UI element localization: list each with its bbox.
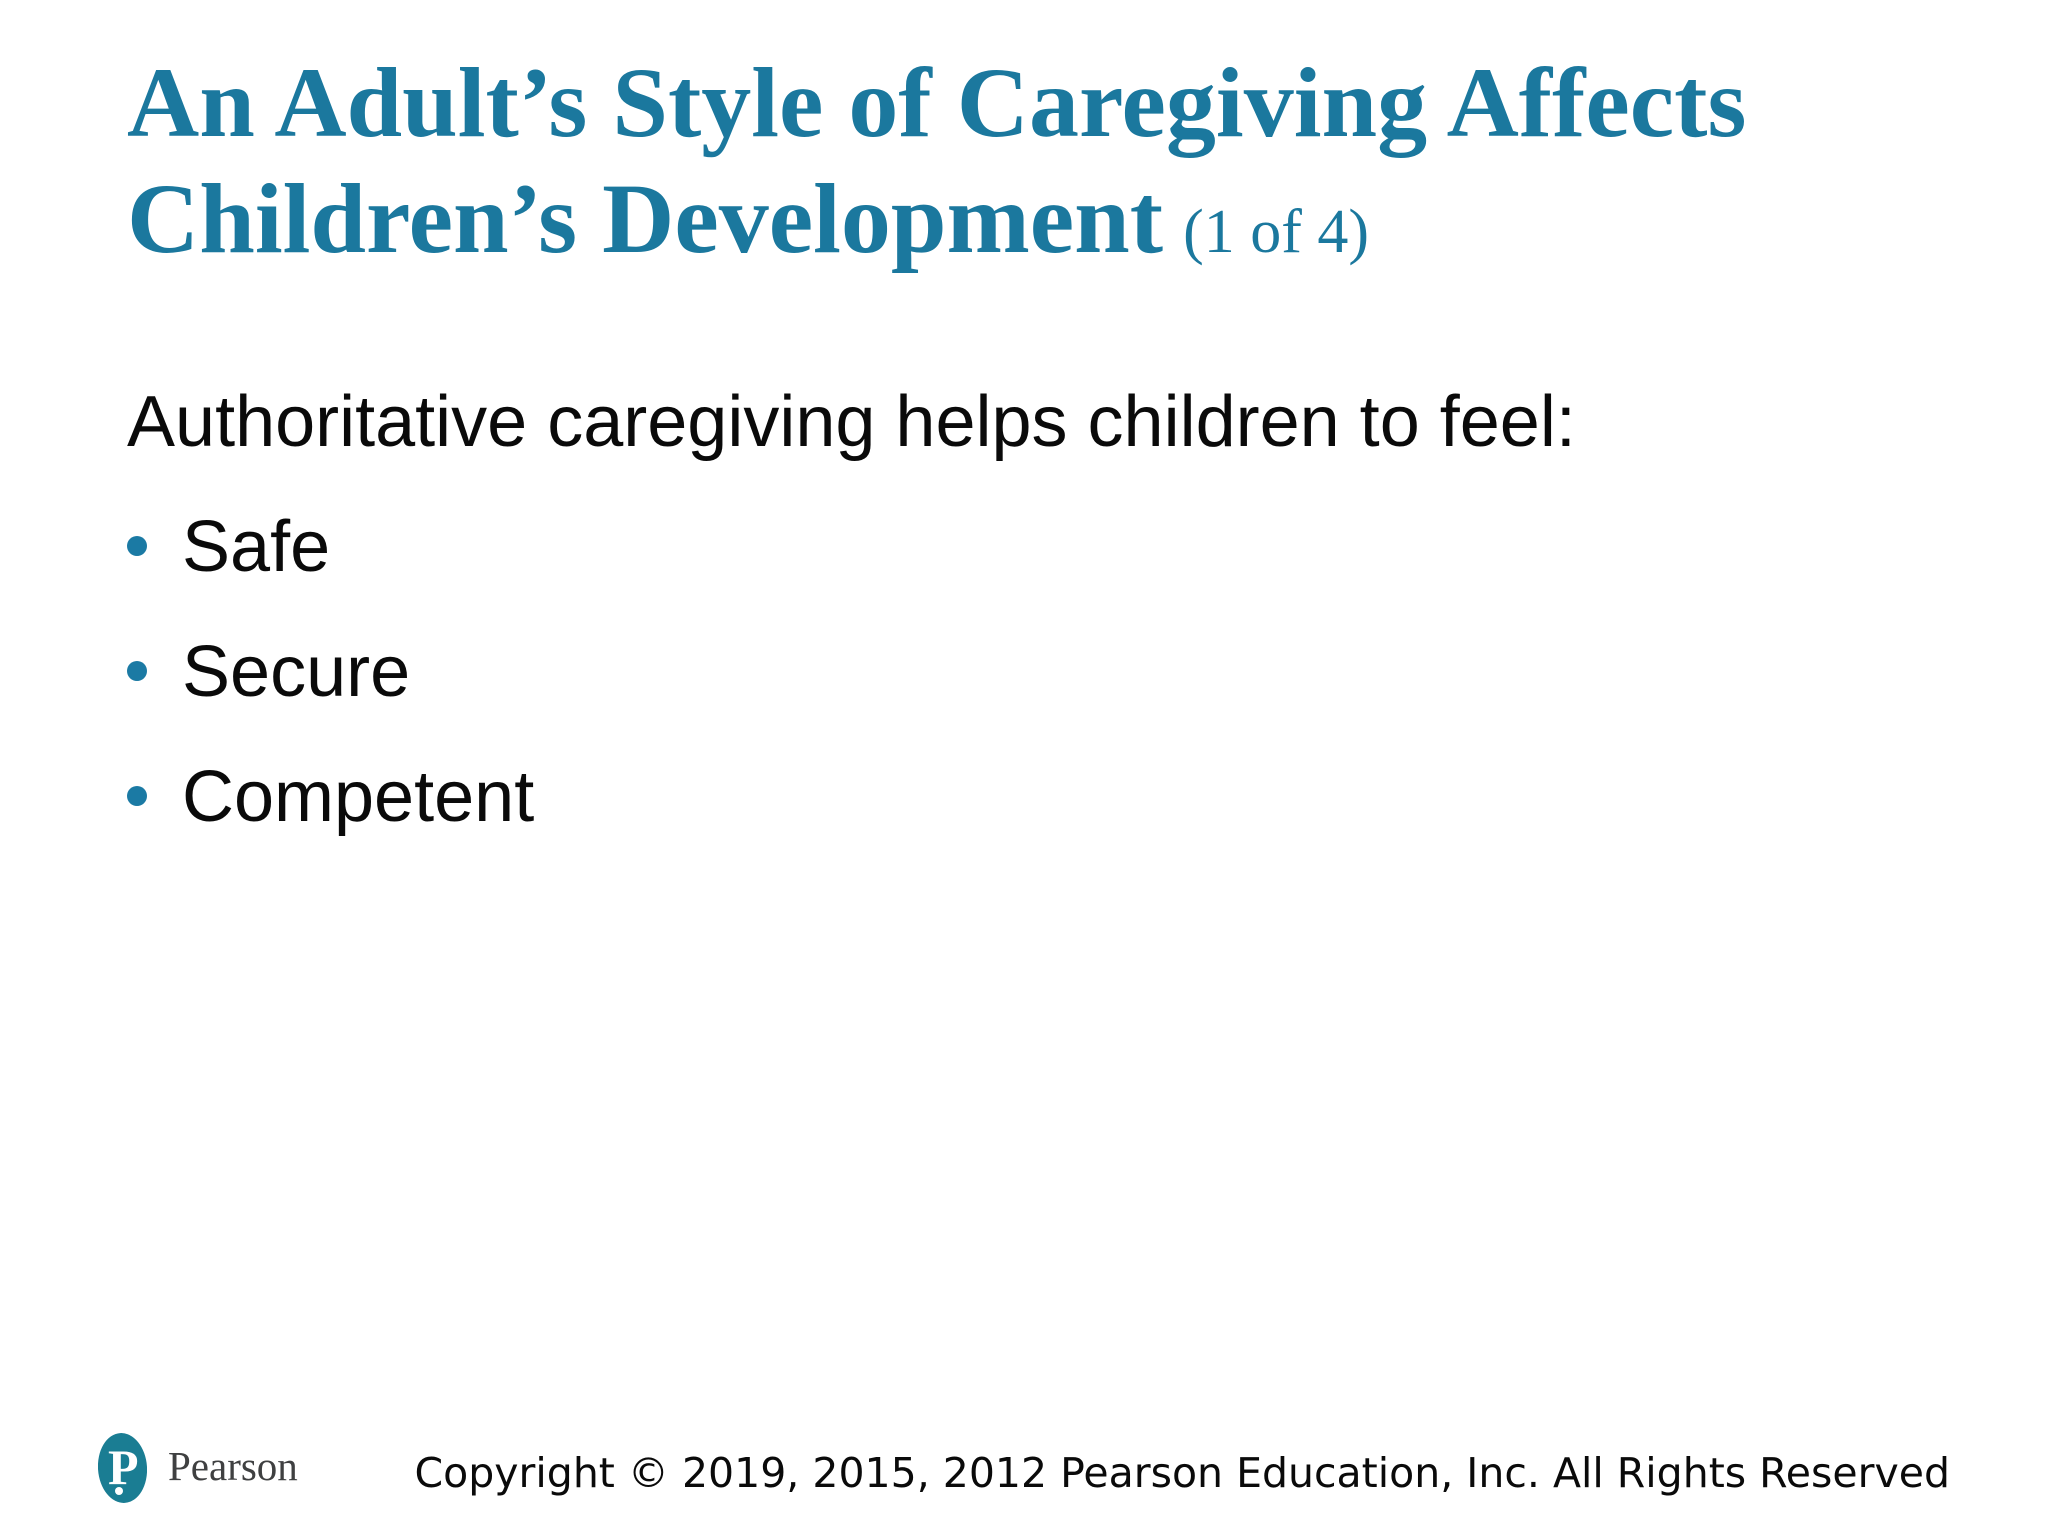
pearson-logo-icon: P	[98, 1433, 147, 1503]
pearson-wordmark: Pearson	[168, 1443, 298, 1489]
bullet-label: Competent	[182, 757, 535, 837]
title-pagination: (1 of 4)	[1183, 198, 1370, 266]
bullet-icon	[127, 661, 147, 681]
body-intro-text: Authoritative caregiving helps children …	[127, 382, 1576, 462]
title-line-1: An Adult’s Style of Caregiving Affects	[127, 47, 1747, 158]
bullet-label: Secure	[182, 632, 411, 712]
title-line-2-text: Children’s Development	[127, 163, 1164, 274]
copyright-text: Copyright © 2019, 2015, 2012 Pearson Edu…	[414, 1449, 1950, 1497]
bullet-label: Safe	[182, 507, 331, 587]
bullet-icon	[127, 786, 147, 806]
list-item: Secure	[127, 631, 534, 714]
title-line-2: Children’s Development (1 of 4)	[127, 161, 1947, 290]
bullet-icon	[127, 536, 147, 556]
slide-title: An Adult’s Style of Caregiving Affects C…	[127, 45, 1947, 290]
bullet-list: Safe Secure Competent	[127, 506, 534, 881]
list-item: Safe	[127, 506, 534, 589]
svg-text:P: P	[108, 1439, 139, 1495]
list-item: Competent	[127, 756, 534, 839]
